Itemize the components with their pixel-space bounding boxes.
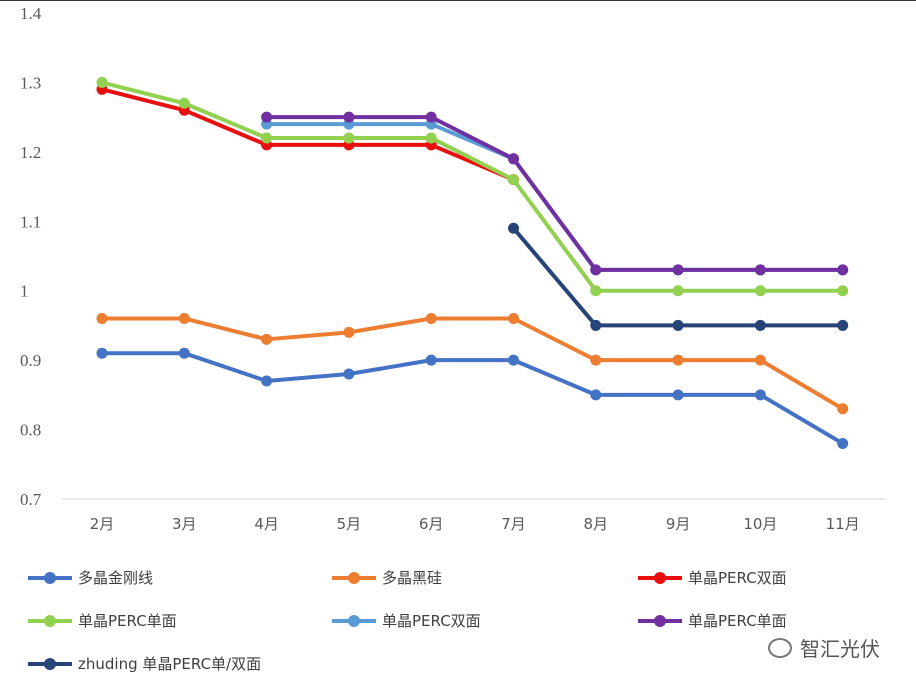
data-point [754,319,766,331]
x-tick-label: 7月 [501,515,526,533]
data-point [96,347,108,359]
legend-swatch [28,571,72,584]
data-point [425,111,437,123]
data-point [672,389,684,401]
legend-item: 多晶黑硅 [332,567,442,588]
data-point [178,97,190,109]
data-point [837,285,849,297]
y-tick-label: 1 [20,282,29,301]
y-tick-label: 1.1 [20,212,41,231]
legend-swatch [332,571,376,584]
legend-label: 单晶PERC双面 [688,569,787,587]
legend-swatch [638,571,682,584]
data-point [178,312,190,324]
legend-label: 单晶PERC单面 [688,612,787,630]
legend-item: 单晶PERC单面 [638,610,787,631]
data-point [590,285,602,297]
y-tick-label: 0.8 [20,421,41,440]
data-point [672,264,684,276]
legend-label: zhuding 单晶PERC单/双面 [78,655,262,673]
data-point [754,389,766,401]
data-point [837,403,849,415]
y-tick-label: 1.4 [20,4,42,23]
data-point [261,333,273,345]
series-line-1 [102,316,844,411]
data-point [425,354,437,366]
legend-label: 多晶金刚线 [78,569,154,587]
data-point [343,132,355,144]
legend-label: 单晶PERC单面 [78,612,177,630]
legend-label: 多晶黑硅 [382,569,443,587]
data-point [754,264,766,276]
y-tick-label: 0.7 [20,490,42,509]
x-tick-label: 4月 [254,515,279,533]
data-point [837,264,849,276]
watermark-text: 智汇光伏 [800,637,880,661]
data-point [508,153,519,165]
wechat-icon [768,637,792,658]
data-point [96,76,108,88]
data-point [754,285,766,297]
data-point [261,111,273,123]
x-tick-label: 11月 [826,515,860,533]
series-line-0 [102,351,844,446]
data-point [837,437,849,449]
data-point [508,222,519,234]
y-tick-label: 1.2 [20,143,41,162]
y-tick-label: 1.3 [20,73,41,92]
x-tick-label: 5月 [337,515,362,533]
data-point [590,389,602,401]
x-tick-label: 2月 [90,515,115,533]
data-point [754,354,766,366]
data-point [672,354,684,366]
legend-swatch [332,614,376,627]
data-point [261,375,273,387]
series-line-3 [101,80,843,293]
legend-swatch [28,657,72,670]
data-point [508,174,519,186]
x-tick-label: 6月 [419,515,444,533]
series-line-5 [266,115,843,272]
data-point [508,354,519,366]
y-tick-label: 0.9 [20,351,41,370]
data-point [590,354,602,366]
data-point [590,319,602,331]
data-point [672,319,684,331]
data-point [837,319,849,331]
data-point [343,326,355,338]
legend-swatch [638,614,682,627]
data-point [96,312,108,324]
legend-item: 多晶金刚线 [28,567,153,588]
data-point [508,312,519,324]
legend-item: zhuding 单晶PERC单/双面 [28,653,261,674]
data-point [178,347,190,359]
legend-item: 单晶PERC双面 [638,567,787,588]
data-point [343,368,355,380]
x-tick-label: 3月 [172,515,197,533]
data-point [672,285,684,297]
legend-item: 单晶PERC双面 [332,610,481,631]
series-line-2 [101,87,515,182]
series-line-6 [511,226,843,328]
legend-label: 单晶PERC双面 [382,612,481,630]
data-point [425,132,437,144]
watermark: 智汇光伏 [768,633,880,662]
data-point [261,132,273,144]
x-tick-label: 9月 [666,515,691,533]
data-point [343,111,355,123]
data-point [590,264,602,276]
data-point [425,312,437,324]
legend-swatch [28,614,72,627]
x-tick-label: 10月 [743,515,777,533]
x-tick-label: 8月 [584,515,609,533]
legend-item: 单晶PERC单面 [28,610,177,631]
